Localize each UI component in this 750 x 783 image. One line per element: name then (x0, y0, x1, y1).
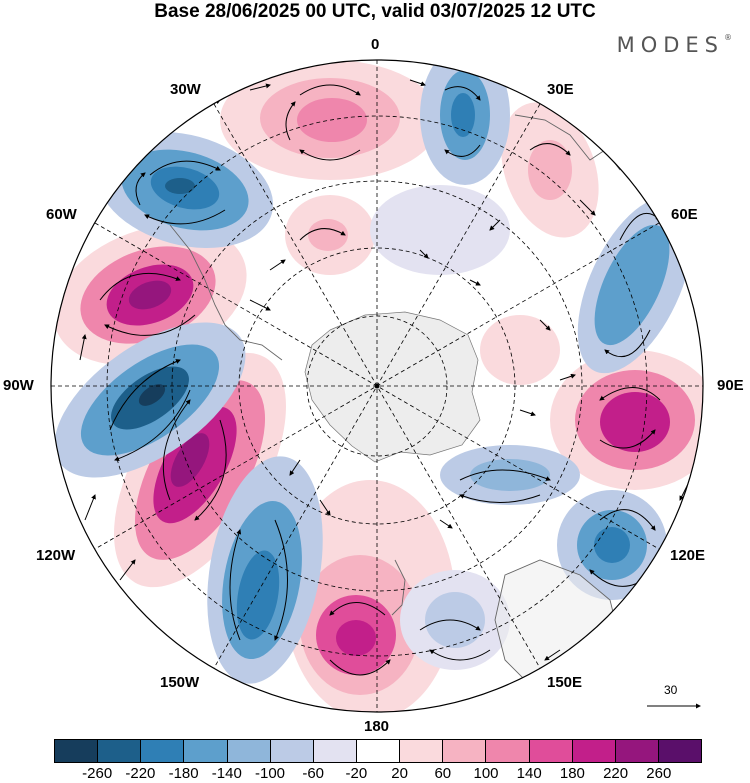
lon-label-90w: 90W (3, 377, 34, 394)
south-america-coast (169, 224, 283, 361)
colorbar-tick-label: -20 (345, 765, 368, 782)
colorbar-tick-label: 180 (559, 765, 585, 782)
lon-label-30e: 30E (547, 81, 574, 98)
colorbar-swatch (269, 740, 313, 762)
positive-anomaly-cell (480, 315, 560, 385)
colorbar-swatch (55, 740, 98, 762)
positive-anomaly-cell (550, 350, 703, 490)
colorbar-tick-label: -220 (125, 765, 156, 782)
lon-label-120w: 120W (36, 547, 76, 564)
colorbar-swatch (399, 740, 443, 762)
colorbar-swatch (485, 740, 529, 762)
modes-logo: MODES® (617, 33, 732, 57)
lon-label-150e: 150E (547, 674, 583, 691)
wind-vectors (79, 79, 691, 676)
positive-anomaly-cell (220, 60, 440, 180)
colorbar-swatch (571, 740, 615, 762)
negative-anomaly-cell (557, 490, 667, 600)
map-title: Base 28/06/2025 00 UTC, valid 03/07/2025… (154, 1, 596, 22)
new-zealand-coast (391, 559, 406, 616)
lon-label-180: 180 (364, 718, 390, 735)
south-pole-marker (374, 383, 380, 389)
colorbar-swatch (528, 740, 572, 762)
registered-mark: ® (724, 33, 732, 42)
colorbar-swatch (355, 740, 400, 762)
lon-label-120e: 120E (670, 547, 706, 564)
colorbar-tick-label: -180 (168, 765, 199, 782)
negative-anomaly-cell (370, 185, 510, 275)
colorbar-swatch (657, 740, 702, 762)
colorbar-tick-label: -140 (211, 765, 242, 782)
colorbar-tick-label: 20 (391, 765, 408, 782)
positive-anomaly-cell (114, 352, 286, 588)
negative-anomaly-core (470, 459, 550, 491)
reference-vector-label: 30 (664, 683, 678, 697)
colorbar-swatch (312, 740, 356, 762)
colorbar-tick-label: -260 (82, 765, 113, 782)
colorbar-swatch (140, 740, 184, 762)
colorbar (54, 739, 702, 763)
colorbar-tick-label: 100 (473, 765, 499, 782)
colorbar-tick-label: -60 (302, 765, 325, 782)
positive-anomaly-cell (501, 102, 599, 238)
negative-anomaly-cell (420, 60, 510, 185)
colorbar-swatch (97, 740, 141, 762)
colorbar-swatch (183, 740, 227, 762)
lon-label-150w: 150W (160, 674, 200, 691)
anomaly-field (51, 60, 703, 712)
colorbar-swatch (614, 740, 658, 762)
lon-label-60e: 60E (671, 206, 698, 223)
colorbar-tick-label: 220 (603, 765, 629, 782)
colorbar-tick-label: 140 (516, 765, 542, 782)
colorbar-swatch (226, 740, 270, 762)
negative-anomaly-cell (577, 196, 693, 374)
brand-text: MODES (616, 33, 724, 57)
colorbar-tick-label: -100 (254, 765, 286, 782)
lon-label-0: 0 (371, 36, 380, 53)
colorbar-tick-label: 260 (646, 765, 672, 782)
lon-label-90e: 90E (717, 377, 744, 394)
antarctica-landmass (304, 311, 481, 463)
lon-label-60w: 60W (46, 206, 77, 223)
positive-anomaly-core (308, 219, 348, 251)
lon-label-30w: 30W (170, 81, 201, 98)
colorbar-tick-label: 60 (434, 765, 452, 782)
map-boundary (50, 59, 704, 713)
colorbar-swatch (442, 740, 486, 762)
negative-anomaly-cell (54, 322, 246, 478)
